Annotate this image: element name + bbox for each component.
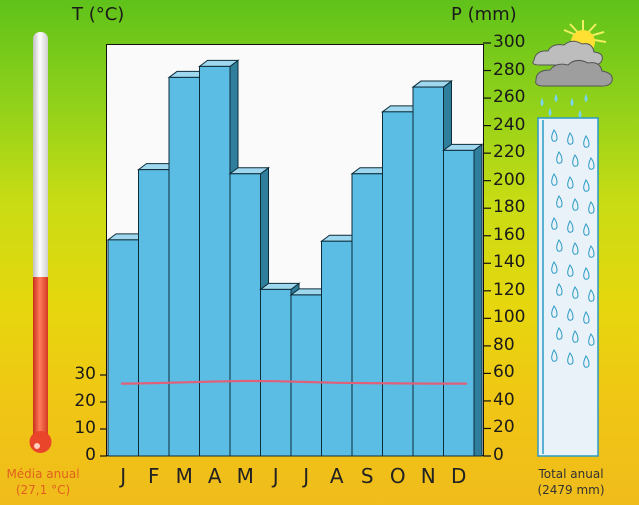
temperature-caption-line1: Média anual (6, 467, 80, 481)
month-label: N (420, 464, 436, 488)
precip-tick-300: 300 (493, 32, 526, 52)
temp-tick-0: 0 (85, 445, 96, 465)
month-label: J (303, 464, 310, 488)
thermometer-icon (22, 28, 62, 458)
precip-tick-100: 100 (493, 307, 526, 328)
month-label: D (451, 464, 467, 488)
precip-tick-180: 180 (493, 197, 526, 218)
precip-tick-280: 280 (493, 59, 526, 80)
precipitation-bar (442, 143, 484, 457)
month-label: M (175, 464, 193, 488)
precip-tick-40: 40 (493, 389, 515, 410)
sun-cloud-icon (528, 18, 638, 118)
precipitation-axis-title: P (mm) (451, 4, 517, 25)
precip-tick-120: 120 (493, 279, 526, 300)
month-label: F (147, 464, 160, 488)
precip-tick-140: 140 (493, 252, 526, 273)
temp-tick-20: 20 (74, 391, 96, 411)
temp-tick-10: 10 (74, 418, 96, 438)
month-label: S (360, 464, 374, 488)
precipitation-caption-line1: Total anual (538, 467, 604, 481)
temperature-caption: Média anual (27,1 °C) (0, 466, 86, 498)
precip-tick-160: 160 (493, 224, 526, 245)
precip-tick-220: 220 (493, 142, 526, 163)
month-label: A (207, 464, 222, 488)
temperature-axis-title: T (°C) (72, 4, 125, 25)
precip-tick-0: 0 (493, 445, 504, 465)
month-label: A (329, 464, 344, 488)
precip-tick-240: 240 (493, 114, 526, 135)
precip-tick-260: 260 (493, 87, 526, 108)
month-label: M (236, 464, 254, 488)
precip-tick-60: 60 (493, 362, 515, 383)
precip-tick-20: 20 (493, 417, 515, 438)
precipitation-caption-line2: (2479 mm) (537, 483, 605, 497)
precip-tick-200: 200 (493, 169, 526, 190)
month-label: J (272, 464, 279, 488)
temperature-axis: 30 20 10 0 (60, 366, 110, 466)
temperature-caption-line2: (27,1 °C) (15, 483, 71, 497)
temp-tick-30: 30 (74, 364, 96, 384)
precipitation-bar (198, 59, 240, 457)
rain-gauge-icon (536, 116, 600, 458)
month-label: J (120, 464, 127, 488)
precip-tick-80: 80 (493, 334, 515, 355)
precipitation-caption: Total anual (2479 mm) (524, 466, 618, 498)
temperature-line (121, 379, 467, 385)
month-label: O (389, 464, 406, 488)
